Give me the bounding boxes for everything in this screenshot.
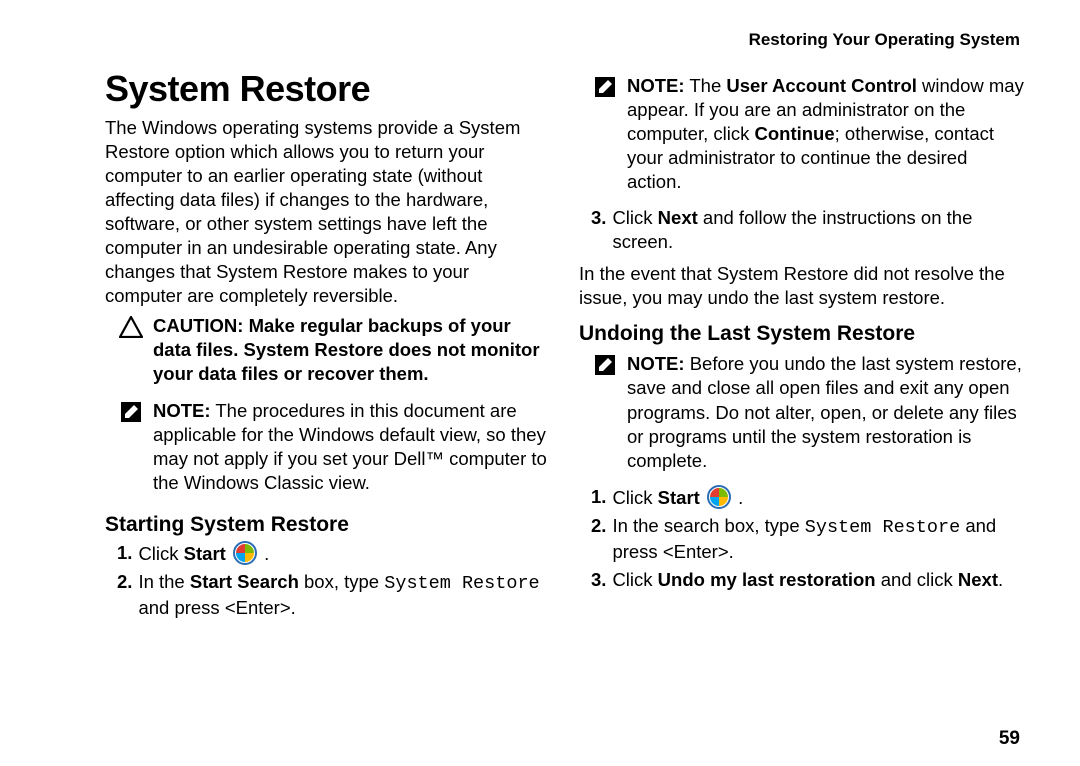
note-block-3: NOTE: Before you undo the last system re… bbox=[591, 352, 1025, 478]
step-body: Click Undo my last restoration and click… bbox=[612, 568, 1025, 592]
caution-icon bbox=[119, 316, 143, 338]
caution-text: CAUTION: Make regular backups of your da… bbox=[153, 314, 551, 386]
undoing-subtitle: Undoing the Last System Restore bbox=[579, 322, 1025, 346]
starting-steps: 1. Click Start . 2. In the Start Search bbox=[117, 541, 551, 620]
note-block-1: NOTE: The procedures in this document ar… bbox=[117, 399, 551, 501]
windows-start-icon bbox=[707, 485, 731, 509]
step-number: 2. bbox=[591, 514, 606, 564]
note-icon bbox=[594, 354, 616, 376]
unresolved-paragraph: In the event that System Restore did not… bbox=[579, 262, 1025, 310]
windows-start-icon bbox=[233, 541, 257, 565]
undoing-steps: 1. Click Start . 2. In the search box, t bbox=[591, 485, 1025, 592]
running-header: Restoring Your Operating System bbox=[105, 30, 1025, 50]
step-number: 1. bbox=[591, 485, 606, 510]
step-body: Click Start . bbox=[138, 541, 551, 566]
caution-block: CAUTION: Make regular backups of your da… bbox=[117, 314, 551, 392]
step-body: Click Start . bbox=[612, 485, 1025, 510]
page-number: 59 bbox=[999, 728, 1020, 750]
two-column-layout: System Restore The Windows operating sys… bbox=[105, 68, 1025, 624]
note-icon bbox=[120, 401, 142, 423]
step-number: 3. bbox=[591, 568, 606, 592]
continued-steps: 3. Click Next and follow the instruction… bbox=[591, 206, 1025, 254]
step-body: In the Start Search box, type System Res… bbox=[138, 570, 551, 620]
starting-subtitle: Starting System Restore bbox=[105, 513, 551, 537]
step-body: In the search box, type System Restore a… bbox=[612, 514, 1025, 564]
step-body: Click Next and follow the instructions o… bbox=[612, 206, 1025, 254]
intro-paragraph: The Windows operating systems provide a … bbox=[105, 116, 551, 308]
page-title: System Restore bbox=[105, 68, 551, 110]
note1-prefix: NOTE: bbox=[153, 400, 211, 421]
step-number: 2. bbox=[117, 570, 132, 620]
note1-text: NOTE: The procedures in this document ar… bbox=[153, 399, 551, 495]
right-column: NOTE: The User Account Control window ma… bbox=[579, 68, 1025, 624]
caution-prefix: CAUTION: bbox=[153, 315, 249, 336]
list-item: 1. Click Start . bbox=[591, 485, 1025, 510]
note2-text: NOTE: The User Account Control window ma… bbox=[627, 74, 1025, 194]
list-item: 2. In the Start Search box, type System … bbox=[117, 570, 551, 620]
step-number: 3. bbox=[591, 206, 606, 254]
list-item: 3. Click Undo my last restoration and cl… bbox=[591, 568, 1025, 592]
list-item: 3. Click Next and follow the instruction… bbox=[591, 206, 1025, 254]
note3-text: NOTE: Before you undo the last system re… bbox=[627, 352, 1025, 472]
note-icon bbox=[594, 76, 616, 98]
note1-body: The procedures in this document are appl… bbox=[153, 400, 547, 493]
step-number: 1. bbox=[117, 541, 132, 566]
list-item: 2. In the search box, type System Restor… bbox=[591, 514, 1025, 564]
left-column: System Restore The Windows operating sys… bbox=[105, 68, 551, 624]
note-block-2: NOTE: The User Account Control window ma… bbox=[591, 74, 1025, 200]
list-item: 1. Click Start . bbox=[117, 541, 551, 566]
